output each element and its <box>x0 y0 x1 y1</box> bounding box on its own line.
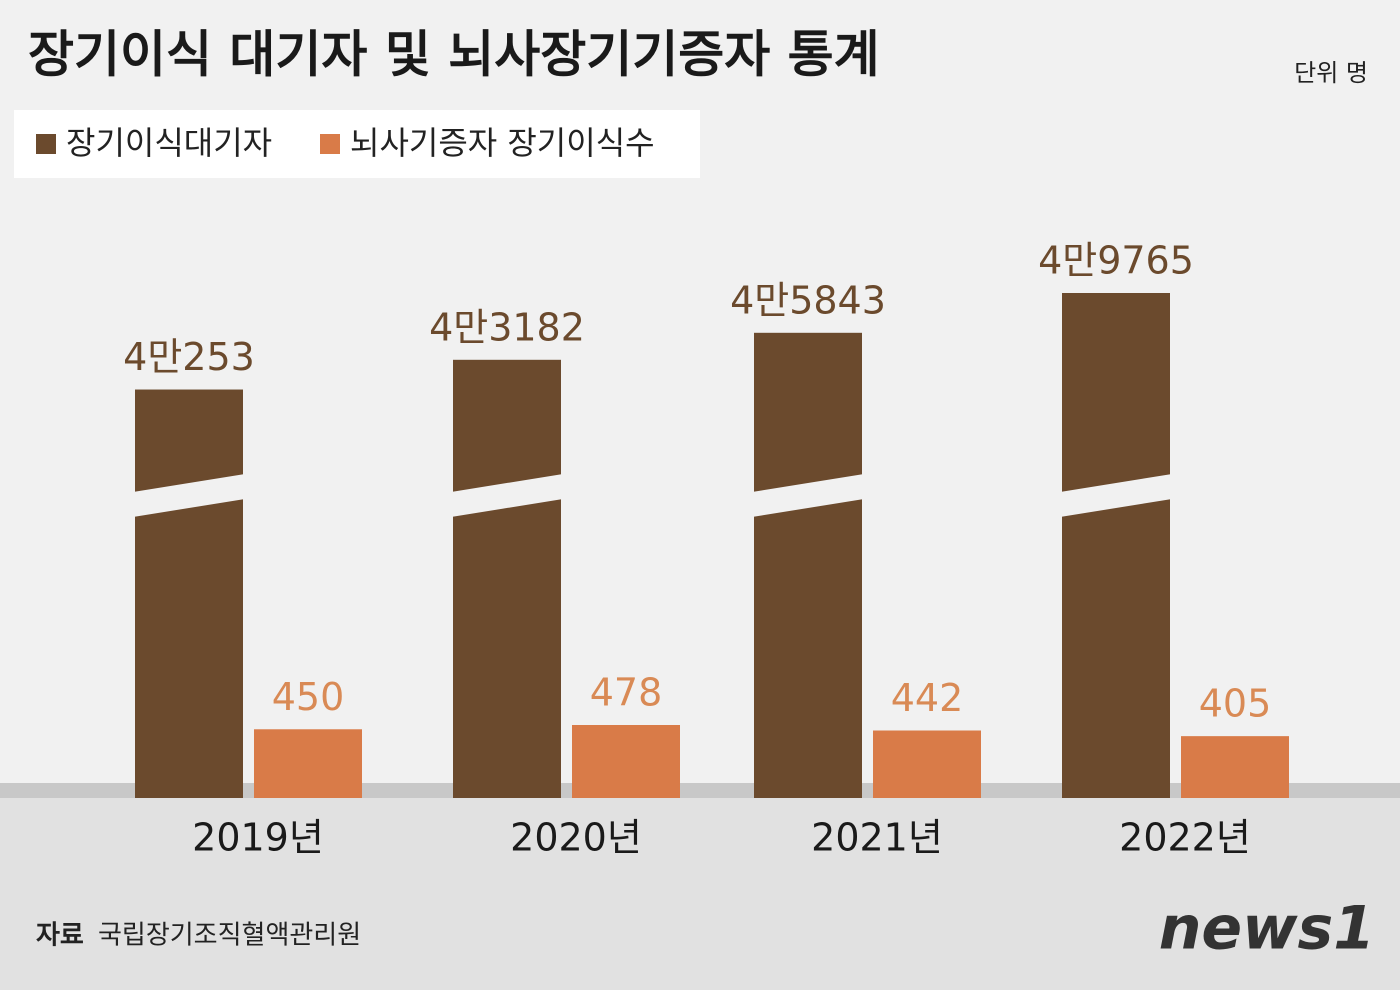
x-tick-label: 2020년 <box>510 816 642 860</box>
axis-break <box>1060 474 1172 517</box>
unit-label: 단위 명 <box>1294 59 1368 87</box>
chart-title: 장기이식 대기자 및 뇌사장기기증자 통계 <box>28 26 880 84</box>
legend-box <box>14 110 700 178</box>
bar <box>1181 736 1289 798</box>
source-label: 자료 <box>36 921 84 951</box>
data-label: 450 <box>272 675 345 719</box>
axis-break <box>752 474 864 517</box>
footer-band <box>0 783 1400 990</box>
legend-label: 뇌사기증자 장기이식수 <box>350 124 655 162</box>
bar <box>572 725 680 798</box>
data-label: 405 <box>1199 682 1272 726</box>
bar <box>135 389 243 798</box>
bar <box>754 332 862 798</box>
legend-label: 장기이식대기자 <box>66 124 272 162</box>
x-tick-label: 2019년 <box>192 816 324 860</box>
source: 국립장기조직혈액관리원 <box>98 921 361 951</box>
legend-swatch <box>320 134 340 154</box>
logo: news1 <box>1159 894 1375 964</box>
x-tick-label: 2022년 <box>1119 816 1251 860</box>
data-label: 4만3182 <box>429 305 585 349</box>
data-label: 4만253 <box>123 335 255 379</box>
x-tick-label: 2021년 <box>811 816 943 860</box>
data-label: 442 <box>891 676 964 720</box>
bar <box>1062 293 1170 798</box>
data-label: 478 <box>590 671 663 715</box>
axis-break <box>451 474 563 517</box>
bar <box>873 730 981 798</box>
axis-break <box>133 474 245 517</box>
bar <box>453 359 561 798</box>
bar <box>254 729 362 798</box>
legend-swatch <box>36 134 56 154</box>
bars <box>135 293 1289 798</box>
data-label: 4만9765 <box>1038 239 1194 283</box>
data-label: 4만5843 <box>730 278 886 322</box>
